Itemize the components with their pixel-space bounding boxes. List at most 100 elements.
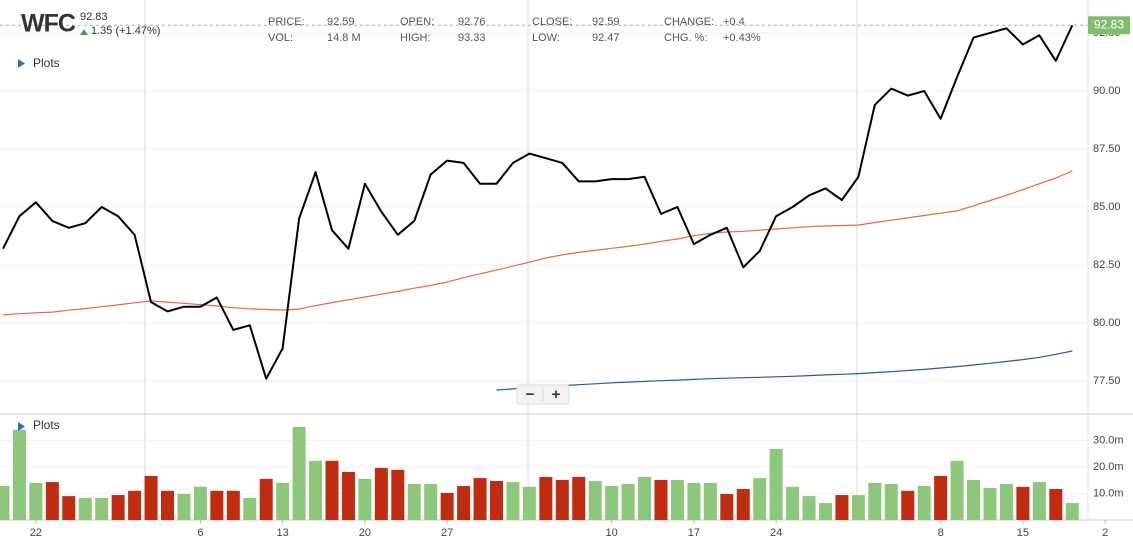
volume-bar bbox=[950, 460, 964, 520]
volume-bar bbox=[786, 486, 800, 520]
volume-tick-label: 10.0m bbox=[1093, 487, 1124, 499]
volume-bar bbox=[720, 494, 734, 520]
stat-value: 93.33 bbox=[458, 32, 486, 44]
volume-bar bbox=[358, 478, 372, 520]
stat-value: 14.8 M bbox=[327, 32, 361, 44]
volume-bar bbox=[95, 497, 109, 520]
stat-value: 92.76 bbox=[458, 16, 486, 28]
stat-label: HIGH: bbox=[400, 32, 431, 44]
zoom-in[interactable]: + bbox=[552, 386, 561, 403]
volume-bar bbox=[703, 482, 717, 520]
volume-bar bbox=[440, 492, 454, 520]
volume-bar bbox=[819, 503, 832, 520]
x-tick-label: 8 bbox=[938, 527, 944, 539]
volume-bar bbox=[29, 482, 43, 520]
stat-value: 92.47 bbox=[592, 32, 620, 44]
last-price: 92.83 bbox=[80, 11, 108, 23]
volume-bar bbox=[884, 483, 898, 520]
change: 1.35 (+1.47%) bbox=[91, 25, 160, 37]
volume-bar bbox=[605, 486, 619, 520]
stat-label: OPEN: bbox=[400, 16, 434, 28]
volume-bar bbox=[687, 482, 701, 520]
volume-bar bbox=[309, 460, 323, 520]
volume-bar bbox=[45, 482, 59, 520]
volume-bar bbox=[901, 490, 915, 520]
plot-area: 77.5080.0082.5085.0087.5090.0092.5010.0m… bbox=[0, 16, 1130, 539]
stat-label: CLOSE: bbox=[532, 16, 572, 28]
volume-bar bbox=[1049, 488, 1063, 520]
toggle-arrow[interactable] bbox=[18, 422, 25, 431]
x-tick-label: 27 bbox=[441, 527, 453, 539]
volume-bar bbox=[144, 475, 158, 520]
volume-bar bbox=[967, 479, 981, 520]
volume-bar bbox=[259, 478, 273, 520]
volume-bar bbox=[128, 490, 142, 520]
volume-bar bbox=[753, 478, 767, 520]
stats: PRICE: 92.59 OPEN: 92.76 CLOSE: 92.59 CHANGE: +… bbox=[268, 16, 761, 44]
volume-bar bbox=[736, 488, 750, 520]
volume-bar bbox=[12, 429, 26, 520]
volume-bar bbox=[407, 483, 421, 520]
y-tick-label: 77.50 bbox=[1093, 375, 1121, 387]
zoom-controls: − + bbox=[516, 384, 570, 405]
volume-bar bbox=[506, 482, 520, 520]
x-tick-label: 17 bbox=[688, 527, 700, 539]
volume-bar bbox=[802, 496, 816, 520]
volume-bar bbox=[62, 496, 76, 520]
volume-bar bbox=[226, 490, 240, 520]
header: WFC 92.83 1.35 (+1.47%) PRICE: 92.59 OPEN:… bbox=[21, 10, 761, 44]
volume-bar bbox=[424, 483, 438, 520]
volume-bar bbox=[555, 479, 569, 520]
volume-bar bbox=[0, 486, 10, 520]
symbol: WFC bbox=[21, 10, 76, 38]
stat-value: 92.59 bbox=[327, 16, 355, 28]
volume-bar bbox=[78, 497, 92, 520]
volume-bar bbox=[868, 482, 882, 520]
toggle-arrow[interactable] bbox=[18, 59, 25, 68]
volume-bar bbox=[999, 483, 1013, 520]
plots-toggle[interactable]: Plots bbox=[18, 56, 60, 70]
plots-label[interactable]: Plots bbox=[33, 418, 60, 432]
volume-bar bbox=[638, 477, 652, 520]
volume-tick-label: 30.0m bbox=[1093, 434, 1124, 446]
volume-bar bbox=[177, 494, 191, 520]
stat-label: PRICE: bbox=[268, 16, 305, 28]
stat-value: +0.43% bbox=[723, 32, 761, 44]
volume-bar bbox=[243, 497, 257, 520]
volume-bar bbox=[374, 468, 388, 520]
volume-bar bbox=[835, 495, 849, 520]
price-line bbox=[2, 24, 1074, 380]
volume-bar bbox=[769, 448, 783, 520]
moving-average bbox=[496, 350, 1073, 391]
volume-bar bbox=[276, 482, 290, 520]
y-tick-label: 90.00 bbox=[1093, 85, 1121, 97]
volume-bar bbox=[1065, 503, 1079, 520]
plots-toggle[interactable]: Plots bbox=[18, 418, 60, 432]
x-tick-label: 24 bbox=[770, 527, 782, 539]
volume-bar bbox=[572, 477, 586, 520]
volume-bar bbox=[588, 481, 602, 520]
volume-bar bbox=[1016, 486, 1030, 520]
zoom-out[interactable]: − bbox=[526, 386, 535, 403]
volume-bar bbox=[654, 479, 668, 520]
plots-label[interactable]: Plots bbox=[33, 56, 60, 70]
volume-bar bbox=[522, 486, 536, 520]
volume-bar bbox=[670, 479, 684, 520]
x-tick-label: 10 bbox=[606, 527, 618, 539]
volume-bar bbox=[341, 471, 355, 520]
stat-label: VOL: bbox=[268, 32, 293, 44]
stat-label: LOW: bbox=[532, 32, 560, 44]
volume-bar bbox=[851, 495, 865, 520]
x-tick-label: 22 bbox=[30, 527, 42, 539]
volume-bar bbox=[934, 475, 948, 520]
volume-bar bbox=[457, 486, 471, 520]
volume-bar bbox=[111, 495, 125, 520]
volume-bar bbox=[391, 469, 405, 520]
volume-bar bbox=[325, 460, 339, 520]
y-tick-label: 87.50 bbox=[1093, 143, 1121, 155]
last-price-tag-label: 92.83 bbox=[1094, 17, 1124, 31]
y-tick-label: 85.00 bbox=[1093, 201, 1121, 213]
volume-bar bbox=[917, 486, 931, 520]
volume-bar bbox=[621, 483, 635, 520]
